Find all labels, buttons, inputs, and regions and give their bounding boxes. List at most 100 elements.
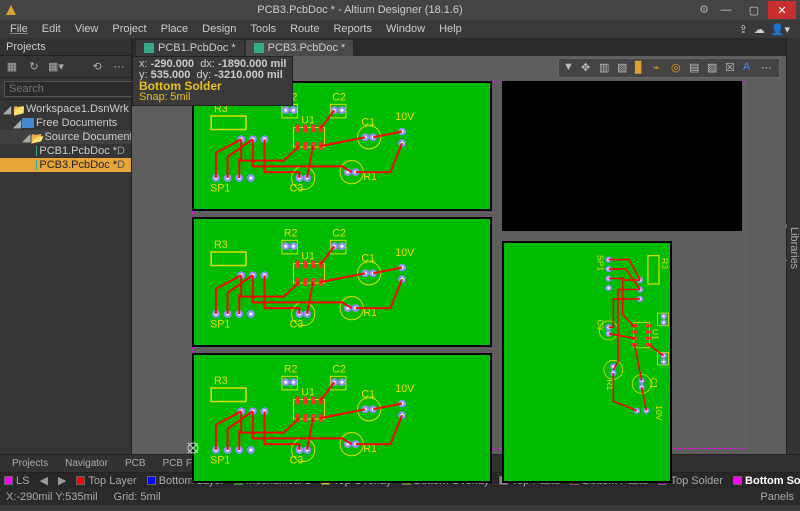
svg-text:SP1: SP1 (210, 455, 230, 467)
close-button[interactable]: ✕ (768, 1, 796, 19)
svg-text:C3: C3 (290, 319, 304, 331)
project-options2-icon[interactable]: ▦▾ (48, 59, 64, 75)
more-icon[interactable]: ⋯ (761, 61, 775, 75)
panels-button[interactable]: Panels (760, 491, 794, 503)
projects-search-row: 🔍 (0, 78, 131, 100)
origin-marker-icon (186, 441, 200, 455)
move-icon[interactable]: ✥ (581, 61, 595, 75)
menu-file[interactable]: File (4, 22, 34, 36)
tree-doc-tag: D (117, 159, 125, 171)
tune-icon[interactable]: ☒ (725, 61, 739, 75)
menu-tools[interactable]: Tools (244, 22, 282, 36)
svg-text:10V: 10V (395, 383, 415, 395)
svg-text:SP1: SP1 (210, 183, 230, 195)
menu-help[interactable]: Help (433, 22, 468, 36)
menu-window[interactable]: Window (380, 22, 431, 36)
layer-next-button[interactable]: ▶ (58, 474, 66, 487)
tree-free-docs[interactable]: ◢ Free Documents (0, 116, 131, 130)
app-logo-icon (4, 3, 18, 17)
tree-doc-row[interactable]: PCB1.PcbDoc * D (0, 144, 131, 158)
status-grid: Grid: 5mil (114, 491, 161, 503)
menu-route[interactable]: Route (284, 22, 325, 36)
layer-tab[interactable]: Bottom Solder (733, 475, 800, 487)
document-tabs: PCB1.PcbDoc * PCB3.PcbDoc * (132, 38, 786, 56)
maximize-button[interactable]: ▢ (740, 1, 768, 19)
layer-swatch-icon (147, 476, 156, 485)
board-rendering: R3 R2 C2 U1 C1 10V SP1 C3 R1 (504, 243, 670, 481)
layer-name: Top Layer (88, 475, 136, 487)
active-bar: ▼ ✥ ▥ ▧ ▊ ⌁ ◎ ▤ ▨ ☒ A ⋯ (558, 58, 780, 78)
menu-place[interactable]: Place (155, 22, 195, 36)
pcbdoc-icon (36, 146, 37, 156)
doc-tab-label: PCB3.PcbDoc * (268, 42, 346, 54)
bottom-tab-pcb[interactable]: PCB (117, 457, 154, 470)
bottom-tab-projects[interactable]: Projects (4, 457, 56, 470)
projects-tree: ◢📁 Workspace1.DsnWrk ◢ Free Documents ◢📂… (0, 100, 131, 454)
layer-prev-button[interactable]: ◀ (39, 474, 47, 487)
net-icon[interactable]: ⌁ (653, 61, 667, 75)
drc-icon[interactable]: ▤ (689, 61, 703, 75)
menu-edit[interactable]: Edit (36, 22, 67, 36)
svg-text:R2: R2 (284, 363, 298, 375)
bars-icon[interactable]: ▧ (617, 61, 631, 75)
pcb-viewport[interactable]: R3 R2 C2 U1 C1 10V SP1 C3 R1 (192, 81, 746, 449)
tree-workspace[interactable]: ◢📁 Workspace1.DsnWrk (0, 102, 131, 116)
cloud-icon[interactable]: ☁ (754, 23, 765, 36)
projects-panel: Projects ▦ ↻ ▦▾ ⟲ ⋯ 🔍 ◢📁 Workspace1.DsnW… (0, 38, 132, 454)
workspace-black-area (502, 81, 742, 231)
layer-name: Bottom Solder (745, 475, 800, 487)
pcb-board-instance[interactable]: R3 R2 C2 U1 C1 10V SP1 C3 R1 (192, 353, 492, 483)
coordinate-display: x: -290.000 dx: -1890.000 mil y: 535.000… (132, 56, 293, 106)
tree-label: Workspace1.DsnWrk (26, 103, 129, 115)
menu-design[interactable]: Design (196, 22, 242, 36)
gear-icon[interactable]: ⚙ (696, 1, 712, 17)
svg-text:SP1: SP1 (210, 319, 230, 331)
highlight-icon[interactable]: ▊ (635, 61, 649, 75)
user-icon[interactable]: 👤▾ (771, 23, 790, 36)
svg-text:R3: R3 (660, 258, 670, 269)
pcb-canvas[interactable]: x: -290.000 dx: -1890.000 mil y: 535.000… (132, 56, 786, 454)
fit-icon[interactable]: ◎ (671, 61, 685, 75)
collapse-icon[interactable]: ⟲ (89, 59, 105, 75)
group-icon (22, 118, 34, 128)
tree-source-docs[interactable]: ◢📂 Source Documents (0, 130, 131, 144)
workspace-icon: 📁 (12, 104, 24, 114)
menu-project[interactable]: Project (106, 22, 152, 36)
align-icon[interactable]: ▥ (599, 61, 613, 75)
overflow-icon[interactable]: ⋯ (111, 59, 127, 75)
project-options-icon[interactable]: ▦ (4, 59, 20, 75)
text-icon[interactable]: A (743, 61, 757, 75)
pcb-board-instance[interactable]: R3 R2 C2 U1 C1 10V SP1 C3 R1 (502, 241, 672, 483)
titlebar: PCB3.PcbDoc * - Altium Designer (18.1.6)… (0, 0, 800, 20)
svg-text:C2: C2 (332, 227, 346, 239)
menu-reports[interactable]: Reports (327, 22, 378, 36)
svg-text:U1: U1 (651, 329, 661, 340)
doc-tab[interactable]: PCB3.PcbDoc * (246, 40, 354, 56)
doc-tab[interactable]: PCB1.PcbDoc * (136, 40, 244, 56)
projects-panel-title: Projects (0, 38, 131, 56)
window-controls: ⚙ — ▢ ✕ (696, 1, 796, 19)
chart-icon[interactable]: ▨ (707, 61, 721, 75)
tree-label: Free Documents (36, 117, 117, 129)
tree-doc-label: PCB3.PcbDoc * (39, 159, 117, 171)
bottom-tab-navigator[interactable]: Navigator (57, 457, 116, 470)
layer-name: Top Solder (670, 475, 723, 487)
menu-view[interactable]: View (69, 22, 105, 36)
layer-tab[interactable]: Top Layer (76, 475, 136, 487)
tree-doc-row[interactable]: PCB3.PcbDoc * D (0, 158, 131, 172)
share-icon[interactable]: ⇪ (739, 23, 748, 36)
svg-text:10V: 10V (654, 405, 664, 421)
minimize-button[interactable]: — (712, 1, 740, 19)
window-title: PCB3.PcbDoc * - Altium Designer (18.1.6) (24, 4, 696, 16)
layer-swatch-icon (76, 476, 85, 485)
main-area: Projects ▦ ↻ ▦▾ ⟲ ⋯ 🔍 ◢📁 Workspace1.DsnW… (0, 38, 800, 454)
status-coord: X:-290mil Y:535mil (6, 491, 98, 503)
statusbar: X:-290mil Y:535mil Grid: 5mil Panels (0, 488, 800, 505)
layerset-label[interactable]: LS (16, 475, 29, 487)
filter-icon[interactable]: ▼ (563, 61, 577, 75)
refresh-icon[interactable]: ↻ (26, 59, 42, 75)
editor-workarea: PCB1.PcbDoc * PCB3.PcbDoc * x: -290.000 … (132, 38, 786, 454)
right-tab-libraries[interactable]: Libraries (788, 42, 800, 454)
pcb-board-instance[interactable]: R3 R2 C2 U1 C1 10V SP1 C3 R1 (192, 217, 492, 347)
tree-doc-tag: D (117, 145, 125, 157)
